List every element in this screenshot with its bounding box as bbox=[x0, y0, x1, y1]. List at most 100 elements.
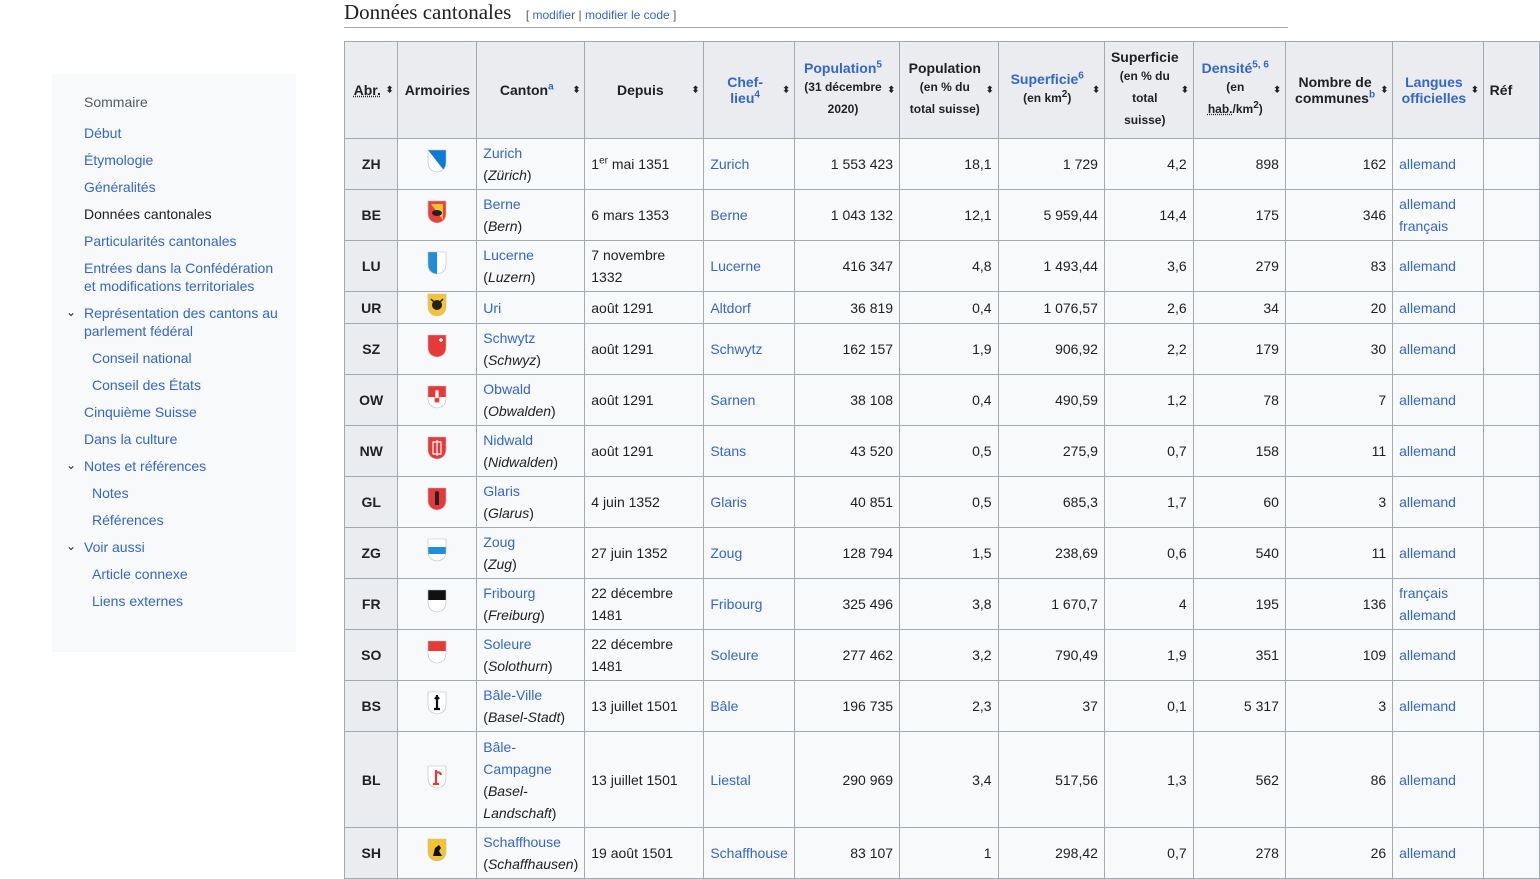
col-header-population-pct[interactable]: Population (en % du total suisse) ⬍ bbox=[899, 41, 999, 139]
sort-icon[interactable]: ⬍ bbox=[385, 84, 394, 95]
chef-lieu-link[interactable]: Lucerne bbox=[710, 258, 761, 274]
ref-link[interactable]: 4 bbox=[754, 89, 760, 101]
coat-of-arms-icon[interactable] bbox=[427, 765, 447, 792]
coat-of-arms-icon[interactable] bbox=[427, 334, 447, 361]
coat-of-arms-icon[interactable] bbox=[427, 538, 447, 565]
sort-icon[interactable]: ⬍ bbox=[782, 84, 790, 95]
canton-link[interactable]: Nidwald bbox=[483, 432, 534, 448]
toc-item[interactable]: Cinquième Suisse bbox=[84, 403, 284, 421]
cell-armoiries[interactable] bbox=[397, 291, 478, 324]
canton-link[interactable]: Lucerne bbox=[483, 247, 534, 263]
chef-lieu-link[interactable]: Sarnen bbox=[710, 392, 756, 408]
chef-lieu-link[interactable]: Schaffhouse bbox=[710, 845, 788, 861]
language-link[interactable]: français bbox=[1399, 218, 1449, 234]
col-header-langues[interactable]: Langues officielles ⬍ bbox=[1392, 41, 1484, 139]
note-link[interactable]: b bbox=[1368, 89, 1376, 101]
canton-link[interactable]: Glaris bbox=[483, 483, 520, 499]
toc-item-label[interactable]: Conseil des États bbox=[92, 377, 201, 393]
cell-armoiries[interactable] bbox=[397, 629, 478, 681]
toc-item[interactable]: Dans la culture bbox=[84, 430, 284, 448]
coat-of-arms-icon[interactable] bbox=[427, 436, 447, 463]
language-link[interactable]: allemand bbox=[1399, 494, 1456, 510]
language-link[interactable]: français bbox=[1399, 585, 1449, 601]
note-link[interactable]: a bbox=[548, 81, 554, 93]
language-link[interactable]: allemand bbox=[1399, 196, 1456, 212]
canton-link[interactable]: Schaffhouse bbox=[483, 834, 561, 850]
edit-source-link[interactable]: modifier le code bbox=[584, 8, 670, 22]
toc-item[interactable]: Entrées dans la Confédération et modific… bbox=[84, 259, 284, 295]
chef-lieu-link[interactable]: Bâle bbox=[710, 698, 739, 714]
sort-icon[interactable]: ⬍ bbox=[572, 84, 581, 95]
language-link[interactable]: allemand bbox=[1399, 392, 1456, 408]
canton-link[interactable]: Bâle-Campagne bbox=[483, 738, 552, 777]
chef-lieu-link[interactable]: Soleure bbox=[710, 647, 759, 663]
toc-item-label[interactable]: Notes et références bbox=[84, 458, 207, 474]
col-header-population[interactable]: Population5 (31 décembre 2020) ⬍ bbox=[793, 41, 901, 139]
ref-link[interactable]: 6 bbox=[1078, 70, 1084, 82]
chef-lieu-link[interactable]: Zoug bbox=[710, 545, 743, 561]
language-link[interactable]: allemand bbox=[1399, 156, 1456, 172]
sort-icon[interactable]: ⬍ bbox=[985, 84, 994, 95]
toc-item[interactable]: Article connexe bbox=[92, 565, 284, 583]
toc-item[interactable]: Début bbox=[84, 124, 284, 142]
col-header-depuis[interactable]: Depuis ⬍ bbox=[584, 41, 705, 139]
chef-lieu-link[interactable]: Stans bbox=[710, 443, 747, 459]
toc-item[interactable]: Références bbox=[92, 511, 284, 529]
cell-armoiries[interactable] bbox=[397, 527, 478, 579]
cell-armoiries[interactable] bbox=[397, 189, 478, 241]
toc-item[interactable]: ⌄ Voir aussi bbox=[66, 538, 284, 556]
toc-item-label[interactable]: Représentation des cantons au parlement … bbox=[84, 305, 278, 339]
sort-icon[interactable]: ⬍ bbox=[1273, 84, 1281, 95]
col-header-chef-lieu[interactable]: Chef-lieu4 ⬍ bbox=[703, 41, 795, 139]
canton-link[interactable]: Schwytz bbox=[483, 330, 536, 346]
cell-armoiries[interactable] bbox=[397, 731, 478, 828]
toc-item[interactable]: Généralités bbox=[84, 178, 284, 196]
toc-item-label[interactable]: Étymologie bbox=[84, 152, 154, 168]
toc-item[interactable]: ⌄ Représentation des cantons au parlement… bbox=[66, 304, 284, 340]
coat-of-arms-icon[interactable] bbox=[427, 589, 447, 616]
population-link[interactable]: Population bbox=[804, 60, 877, 76]
toc-item[interactable]: Étymologie bbox=[84, 151, 284, 169]
toc-item[interactable]: Conseil des États bbox=[92, 376, 284, 394]
canton-link[interactable]: Soleure bbox=[483, 636, 532, 652]
cell-armoiries[interactable] bbox=[397, 240, 478, 292]
cell-armoiries[interactable] bbox=[397, 425, 478, 477]
language-link[interactable]: allemand bbox=[1399, 258, 1456, 274]
sort-icon[interactable]: ⬍ bbox=[691, 84, 700, 95]
edit-link[interactable]: modifier bbox=[532, 8, 576, 22]
cell-armoiries[interactable] bbox=[397, 578, 478, 630]
toc-item-label[interactable]: Particularités cantonales bbox=[84, 233, 237, 249]
coat-of-arms-icon[interactable] bbox=[427, 640, 447, 667]
col-header-abr[interactable]: Abr. ⬍ bbox=[343, 41, 399, 139]
toc-item-label[interactable]: Liens externes bbox=[92, 593, 184, 609]
superficie-link[interactable]: Superficie bbox=[1010, 71, 1079, 87]
toc-item-label[interactable]: Conseil national bbox=[92, 350, 192, 366]
coat-of-arms-icon[interactable] bbox=[427, 149, 447, 176]
coat-of-arms-icon[interactable] bbox=[427, 385, 447, 412]
cell-armoiries[interactable] bbox=[397, 323, 478, 375]
canton-link[interactable]: Berne bbox=[483, 196, 521, 212]
chef-lieu-link[interactable]: Chef- bbox=[727, 74, 764, 90]
col-header-canton[interactable]: Cantona ⬍ bbox=[476, 41, 586, 139]
chevron-down-icon[interactable]: ⌄ bbox=[66, 305, 77, 319]
chef-lieu-link[interactable]: Zurich bbox=[710, 156, 750, 172]
toc-item[interactable]: Particularités cantonales bbox=[84, 232, 284, 250]
toc-item[interactable]: ⌄ Notes et références bbox=[66, 457, 284, 475]
col-header-densite[interactable]: Densité5, 6 (en hab./km2) ⬍ bbox=[1192, 41, 1286, 139]
toc-item[interactable]: Conseil national bbox=[92, 349, 284, 367]
toc-item-label[interactable]: Dans la culture bbox=[84, 431, 178, 447]
coat-of-arms-icon[interactable] bbox=[427, 200, 447, 227]
canton-link[interactable]: Fribourg bbox=[483, 585, 536, 601]
canton-link[interactable]: Zoug bbox=[483, 534, 516, 550]
ref-link[interactable]: 5, 6 bbox=[1252, 59, 1269, 71]
coat-of-arms-icon[interactable] bbox=[427, 838, 447, 865]
coat-of-arms-icon[interactable] bbox=[427, 293, 447, 320]
canton-link[interactable]: Uri bbox=[483, 299, 502, 316]
col-header-ref[interactable]: Réf bbox=[1482, 41, 1540, 139]
toc-item-label[interactable]: Voir aussi bbox=[84, 539, 145, 555]
chevron-down-icon[interactable]: ⌄ bbox=[66, 539, 77, 553]
toc-item-label[interactable]: Cinquième Suisse bbox=[84, 404, 197, 420]
canton-link[interactable]: Obwald bbox=[483, 381, 531, 397]
language-link[interactable]: allemand bbox=[1399, 341, 1456, 357]
language-link[interactable]: allemand bbox=[1399, 299, 1456, 316]
